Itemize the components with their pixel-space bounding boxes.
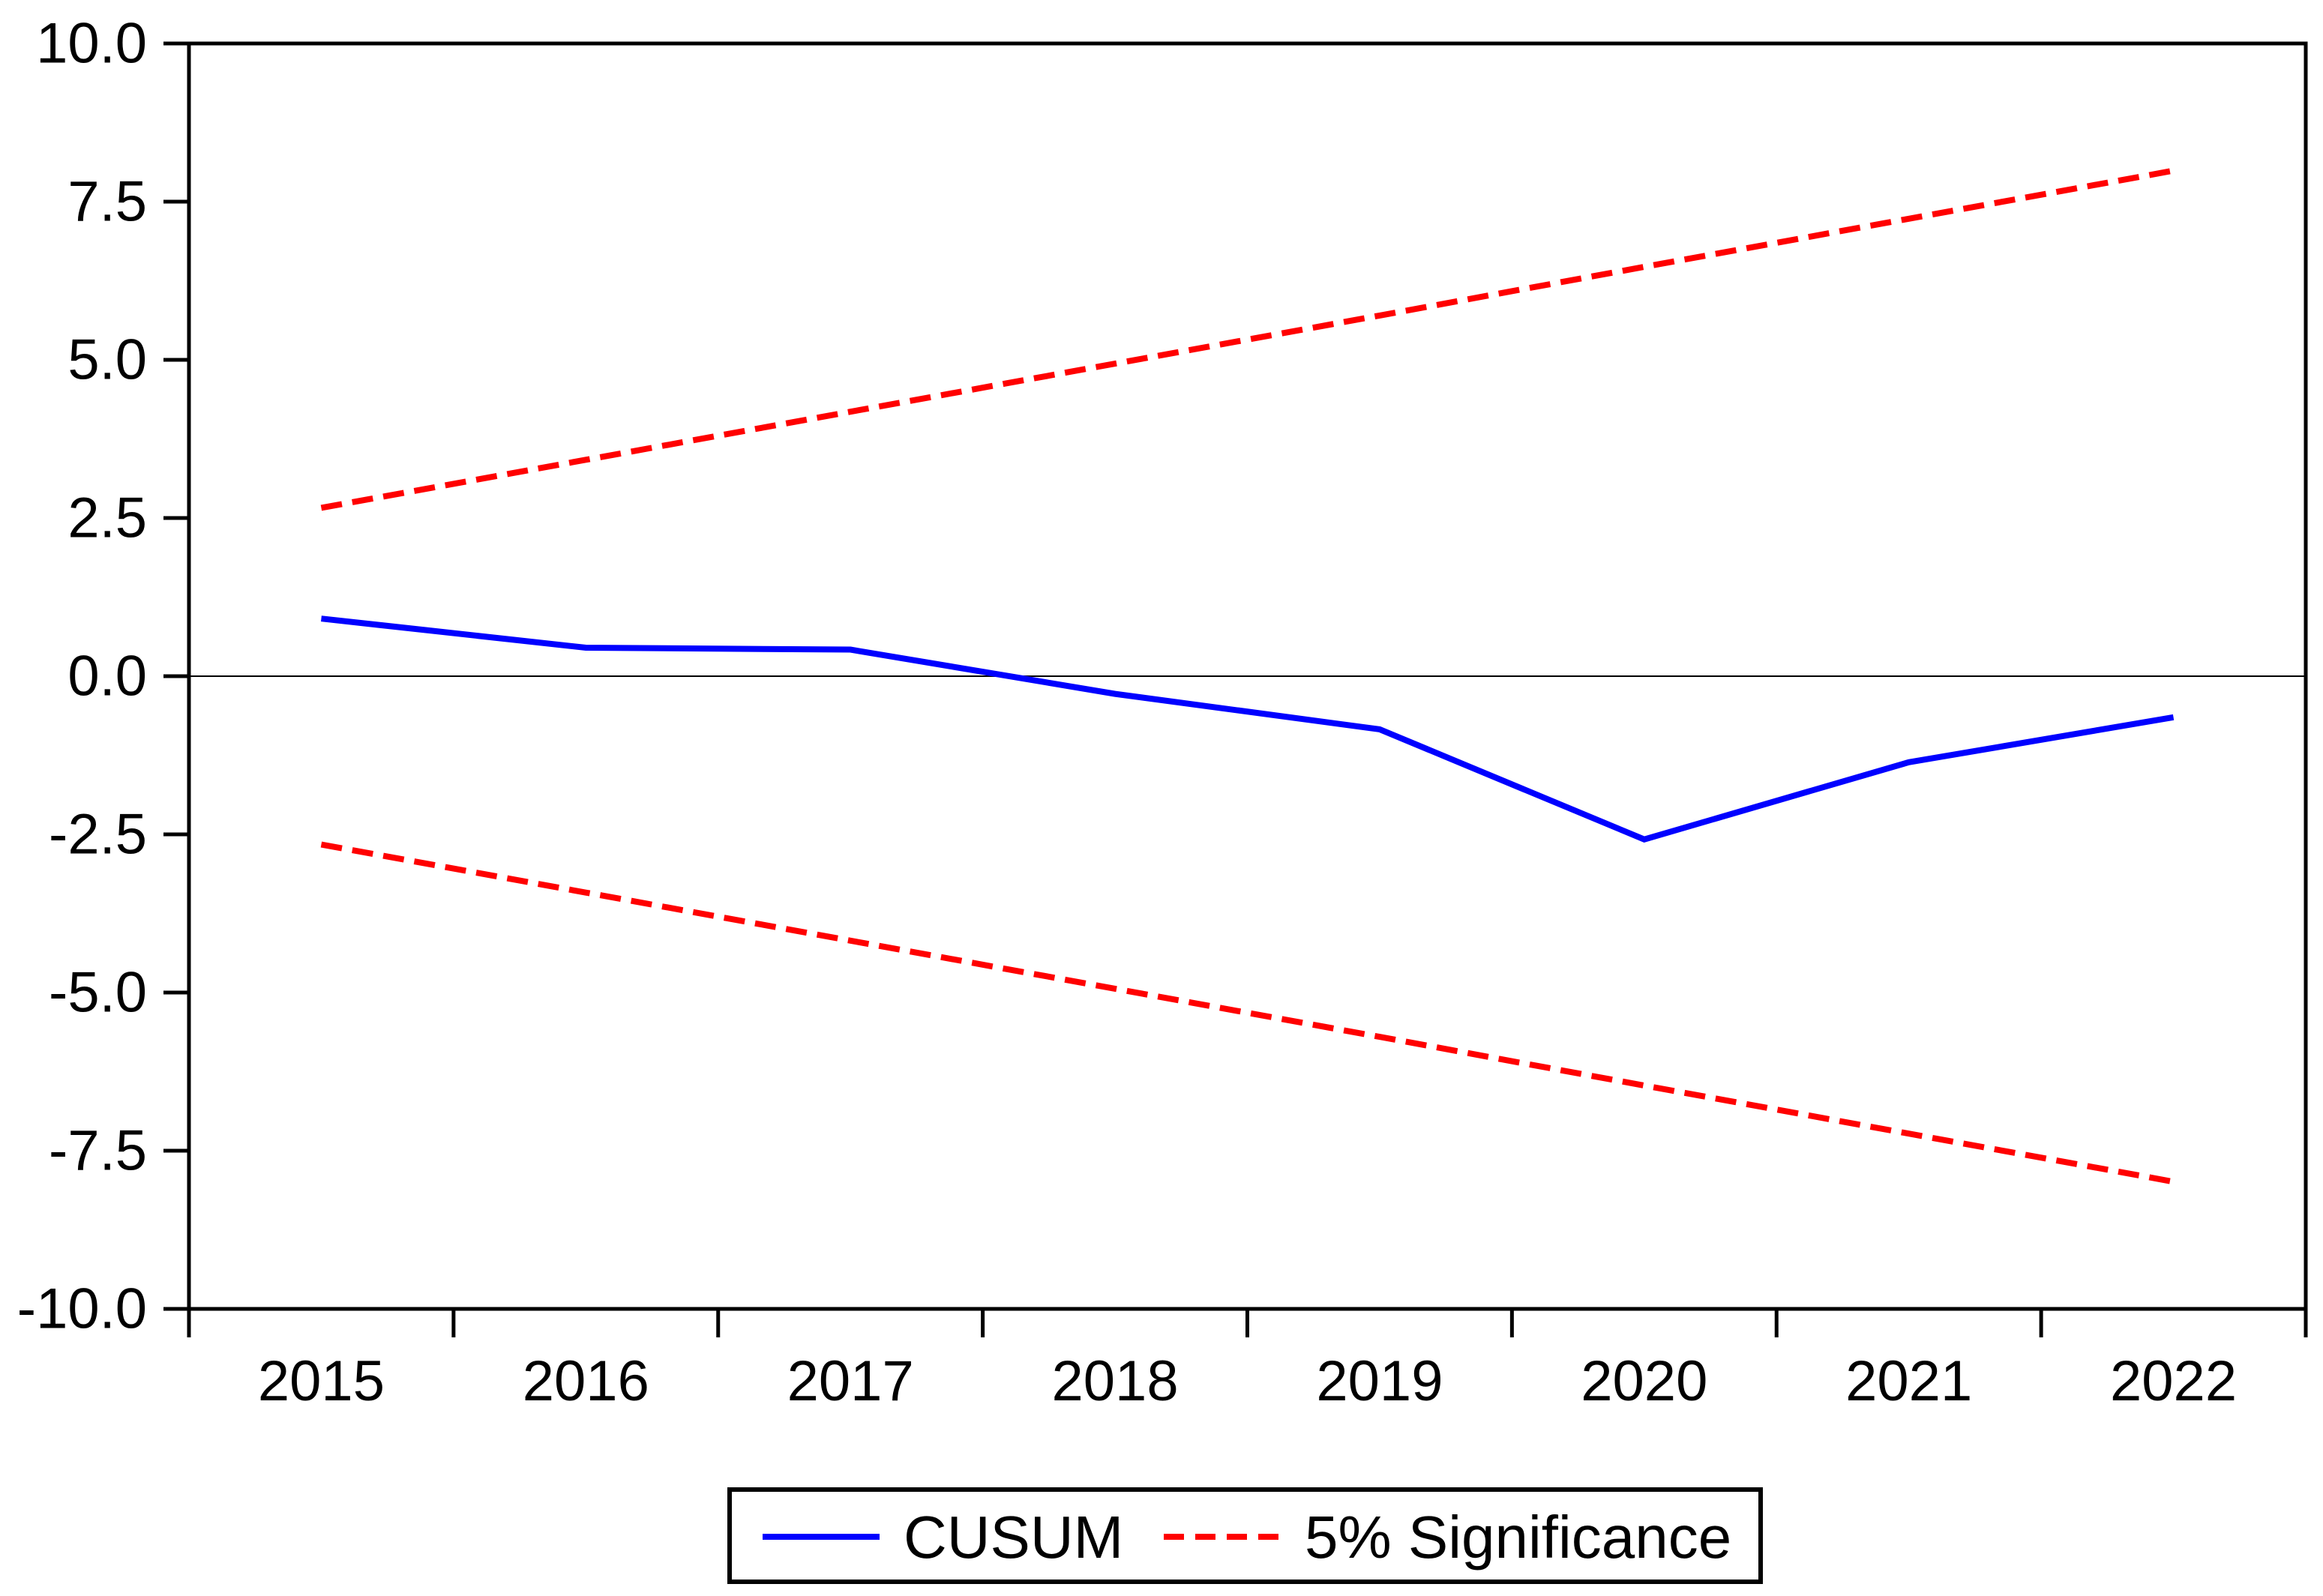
plot-frame (187, 41, 2308, 1311)
y-axis-tick-label: -7.5 (49, 1119, 147, 1183)
x-axis-tick-label: 2020 (1581, 1349, 1707, 1413)
significance-bound-line (320, 167, 2175, 511)
x-axis-tick-label: 2022 (2110, 1349, 2237, 1413)
y-axis-tick-label: -10.0 (17, 1277, 147, 1341)
axis-ticks-group (163, 41, 2308, 1337)
y-axis-tick-label: 10.0 (36, 12, 147, 76)
axis-labels-group: 10.0 7.5 5.0 2.5 0.0 -2.5 -5.0 -7.5 -10.0 2015 201… (17, 12, 2237, 1414)
y-axis-tick-label: -5.0 (49, 961, 147, 1025)
series-lines-group (320, 167, 2175, 1185)
y-axis-tick-label: 0.0 (67, 645, 147, 708)
cusum-series-line (321, 615, 2175, 843)
x-axis-tick-label: 2019 (1316, 1349, 1443, 1413)
legend-cusum-label: CUSUM (904, 1504, 1123, 1571)
legend-significance-label: 5% Significance (1305, 1504, 1731, 1571)
y-axis-tick-label: 5.0 (67, 328, 147, 392)
significance-bound-line (320, 841, 2175, 1185)
x-axis-tick-label: 2017 (787, 1349, 914, 1413)
legend: CUSUM 5% Significance (727, 1487, 1763, 1584)
y-axis-tick-label: -2.5 (49, 803, 147, 867)
x-axis-tick-label: 2018 (1052, 1349, 1179, 1413)
x-axis-tick-label: 2016 (523, 1349, 649, 1413)
y-axis-tick-label: 7.5 (67, 170, 147, 234)
x-axis-tick-label: 2021 (1845, 1349, 1972, 1413)
y-axis-tick-label: 2.5 (67, 487, 147, 550)
x-axis-tick-label: 2015 (258, 1349, 385, 1413)
